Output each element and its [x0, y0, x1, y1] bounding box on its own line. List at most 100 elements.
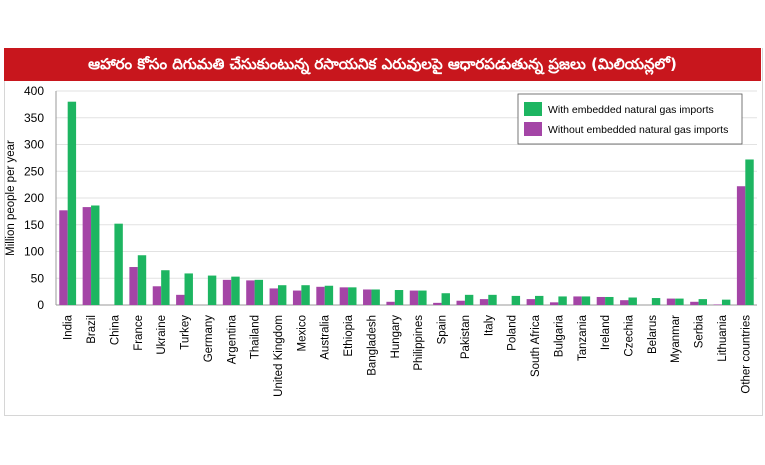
- y-tick-label: 250: [24, 164, 44, 178]
- x-tick-label: United Kingdom: [273, 315, 285, 397]
- bar-with-gas: [628, 297, 637, 305]
- x-tick-label: Mexico: [296, 315, 308, 351]
- bar-with-gas: [114, 223, 123, 305]
- bar-with-gas: [558, 296, 567, 305]
- bar-without-gas: [152, 286, 162, 305]
- x-tick-label: Argentina: [226, 314, 238, 364]
- x-tick-label: Lithuania: [717, 314, 729, 361]
- bar-with-gas: [161, 270, 170, 305]
- bar-without-gas: [269, 288, 278, 305]
- bar-without-gas: [549, 302, 559, 305]
- x-tick-label: Poland: [507, 315, 519, 351]
- bar-without-gas: [409, 290, 419, 305]
- bar-with-gas: [418, 290, 427, 305]
- bar-without-gas: [316, 286, 325, 305]
- bar-without-gas: [479, 299, 489, 305]
- legend-label: With embedded natural gas imports: [548, 104, 714, 116]
- bar-with-gas: [464, 294, 474, 305]
- bar-with-gas: [371, 289, 380, 305]
- y-tick-label: 100: [24, 245, 44, 259]
- bar-with-gas: [301, 285, 310, 305]
- bar-without-gas: [596, 296, 606, 305]
- x-tick-label: Italy: [483, 315, 495, 336]
- x-tick-label: Hungary: [390, 315, 402, 359]
- x-tick-label: Brazil: [86, 315, 98, 344]
- x-tick-label: Other countries: [740, 315, 752, 394]
- bar-without-gas: [176, 294, 185, 305]
- x-tick-label: Czechia: [623, 314, 635, 356]
- bar-with-gas: [277, 285, 287, 305]
- bar-without-gas: [222, 279, 232, 305]
- bar-without-gas: [339, 287, 349, 305]
- bar-without-gas: [666, 298, 676, 305]
- bar-without-gas: [620, 300, 629, 305]
- bar-with-gas: [721, 299, 731, 305]
- bar-without-gas: [386, 301, 395, 305]
- bar-with-gas: [324, 285, 334, 305]
- x-tick-label: Belarus: [647, 315, 659, 354]
- bar-without-gas: [129, 267, 138, 305]
- bar-with-gas: [91, 205, 100, 305]
- legend-swatch: [524, 102, 542, 116]
- bar-with-gas: [67, 101, 77, 305]
- y-tick-label: 350: [24, 111, 44, 125]
- x-tick-label: Ukraine: [156, 315, 168, 355]
- bar-with-gas: [184, 273, 193, 305]
- x-tick-label: India: [63, 314, 75, 340]
- labels: Million people per year India Brazil China F…: [5, 140, 752, 397]
- bar-with-gas: [745, 159, 754, 305]
- bar-without-gas: [573, 296, 582, 305]
- x-tick-label: Tanzania: [577, 314, 589, 361]
- bar-with-gas: [254, 279, 264, 305]
- bar-with-gas: [441, 293, 450, 305]
- bar-with-gas: [137, 255, 147, 305]
- y-tick-label: 300: [24, 138, 44, 152]
- bar-with-gas: [581, 296, 591, 305]
- x-tick-label: Australia: [320, 314, 332, 359]
- bar-without-gas: [363, 289, 372, 305]
- bar-with-gas: [348, 287, 357, 305]
- x-tick-label: China: [109, 314, 121, 345]
- bar-with-gas: [535, 295, 544, 305]
- y-tick-label: 50: [31, 271, 45, 285]
- bar-without-gas: [736, 186, 746, 305]
- bars: [59, 101, 754, 305]
- x-tick-label: Ireland: [600, 315, 612, 350]
- bar-without-gas: [292, 290, 302, 305]
- bar-without-gas: [713, 304, 722, 305]
- bar-with-gas: [675, 298, 684, 305]
- bar-with-gas: [231, 276, 240, 305]
- x-tick-label: Spain: [437, 315, 449, 344]
- y-tick-label: 0: [37, 298, 44, 312]
- x-tick-label: Germany: [203, 315, 215, 363]
- y-axis-label: Million people per year: [5, 140, 17, 256]
- legend-box: [517, 93, 743, 145]
- bar-without-gas: [690, 301, 699, 305]
- x-tick-label: Serbia: [694, 314, 706, 348]
- bar-without-gas: [526, 299, 536, 305]
- x-tick-label: Ethiopia: [343, 314, 355, 356]
- x-tick-label: Turkey: [180, 315, 192, 350]
- bar-without-gas: [456, 300, 465, 305]
- chart-title: ఆహారం కోసం దిగుమతి చేసుకుంటున్న రసాయనిక …: [4, 48, 761, 81]
- x-tick-label: Myanmar: [670, 315, 682, 363]
- legend: With embedded natural gas imports Without…: [517, 93, 743, 145]
- x-tick-label: Pakistan: [460, 315, 472, 359]
- bar-with-gas: [207, 275, 217, 305]
- x-tick-label: Philippines: [413, 315, 425, 371]
- bar-with-gas: [605, 296, 614, 305]
- bar-with-gas: [651, 298, 661, 305]
- x-tick-label: Bulgaria: [553, 314, 565, 357]
- y-tick-label: 200: [24, 191, 44, 205]
- bar-without-gas: [82, 207, 92, 305]
- bar-with-gas: [394, 290, 404, 305]
- y-tick-label: 400: [24, 84, 44, 98]
- bar-with-gas: [698, 299, 707, 305]
- bar-without-gas: [433, 302, 442, 305]
- y-tick-label: 150: [24, 218, 44, 232]
- x-tick-label: Thailand: [250, 315, 262, 359]
- bar-without-gas: [246, 280, 255, 305]
- x-tick-label: Bangladesh: [366, 315, 378, 376]
- bar-with-gas: [488, 294, 497, 305]
